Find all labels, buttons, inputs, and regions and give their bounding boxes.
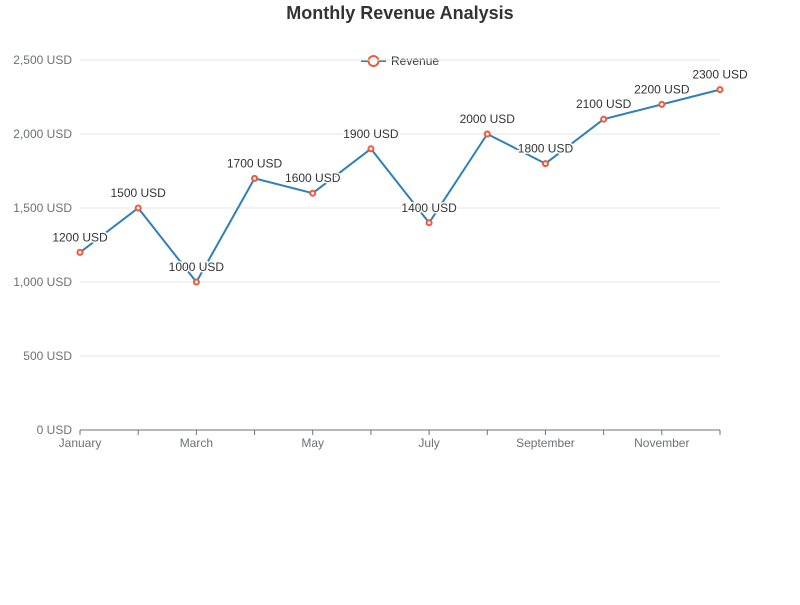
data-point[interactable] <box>134 204 142 212</box>
data-label: 1900 USD <box>343 127 399 141</box>
data-label: 2200 USD <box>634 82 690 96</box>
y-tick-label: 2,000 USD <box>13 127 72 141</box>
data-point[interactable] <box>251 174 259 182</box>
data-point[interactable] <box>192 278 200 286</box>
y-axis: 0 USD 500 USD 1,000 USD 1,500 USD 2,000 USD 2… <box>13 53 72 437</box>
grid-lines <box>80 59 720 357</box>
data-label: 1700 USD <box>227 156 283 170</box>
x-tick-label: May <box>301 436 324 450</box>
data-label: 1800 USD <box>518 142 574 156</box>
x-tick-label: March <box>180 436 213 450</box>
x-tick-label: July <box>418 436 439 450</box>
data-point[interactable] <box>367 145 375 153</box>
y-tick-label: 1,500 USD <box>13 201 72 215</box>
data-label: 1200 USD <box>52 230 108 244</box>
data-point[interactable] <box>309 189 317 197</box>
data-point[interactable] <box>76 248 84 256</box>
x-tick-label: November <box>634 436 689 450</box>
legend-marker-swatch <box>367 55 380 67</box>
data-point[interactable] <box>483 130 491 138</box>
data-point[interactable] <box>658 100 666 108</box>
y-tick-label: 1,000 USD <box>13 275 72 289</box>
data-label: 1000 USD <box>169 260 225 274</box>
data-label: 2100 USD <box>576 97 632 111</box>
data-point[interactable] <box>716 86 724 94</box>
data-label: 1400 USD <box>401 201 457 215</box>
x-axis: January March May July September November <box>59 429 721 450</box>
x-tick-label: January <box>59 436 102 450</box>
chart-title: Monthly Revenue Analysis <box>286 3 513 23</box>
data-point[interactable] <box>600 115 608 123</box>
data-label: 2000 USD <box>460 112 516 126</box>
y-tick-label: 0 USD <box>37 423 73 437</box>
legend-label: Revenue <box>391 54 439 68</box>
data-label: 1500 USD <box>110 186 166 200</box>
x-tick-label: September <box>516 436 575 450</box>
y-tick-label: 2,500 USD <box>13 53 72 67</box>
data-label: 2300 USD <box>692 68 748 82</box>
data-point[interactable] <box>541 160 549 168</box>
data-label: 1600 USD <box>285 171 341 185</box>
series-revenue <box>76 86 724 286</box>
revenue-line <box>79 88 721 283</box>
legend[interactable]: Revenue <box>361 54 439 68</box>
y-tick-label: 500 USD <box>23 349 72 363</box>
data-point[interactable] <box>425 219 433 227</box>
